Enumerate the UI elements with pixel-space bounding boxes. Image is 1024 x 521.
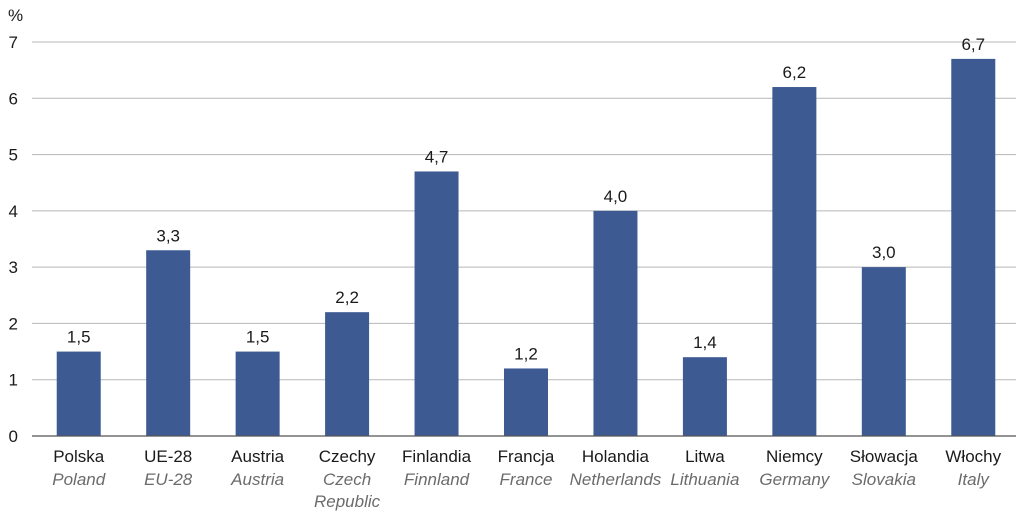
- bar-value-label: 1,5: [246, 328, 270, 347]
- bar-value-label: 4,7: [425, 147, 449, 166]
- y-axis-unit-label: %: [8, 6, 23, 25]
- bar: [146, 250, 191, 436]
- category-label-pl: Finlandia: [402, 447, 472, 466]
- category-label-pl: Polska: [53, 447, 105, 466]
- category-label-pl: Czechy: [319, 447, 376, 466]
- category-label-en: Republic: [314, 492, 381, 511]
- bar-value-label: 1,2: [514, 344, 538, 363]
- y-axis-ticks: 0 1 2 3 4 5 6 7: [9, 33, 18, 446]
- category-label-en: Lithuania: [670, 470, 739, 489]
- gridlines: [32, 41, 1016, 381]
- bar: [56, 351, 101, 436]
- bars: [56, 58, 996, 437]
- category-label-en: France: [500, 470, 553, 489]
- y-tick-label: 1: [9, 371, 18, 390]
- bar-value-label: 3,3: [156, 226, 180, 245]
- category-label-pl: Austria: [231, 447, 284, 466]
- y-tick-label: 6: [9, 89, 18, 108]
- bar-value-label: 6,7: [961, 35, 985, 54]
- category-label-en: Finnland: [404, 470, 470, 489]
- value-labels: 1,5 3,3 1,5 2,2 4,7 1,2 4,0 1,4 6,2 3,0 6,7: [67, 35, 985, 364]
- category-label-pl: UE-28: [144, 447, 192, 466]
- category-label-en: Slovakia: [852, 470, 916, 489]
- y-tick-label: 2: [9, 314, 18, 333]
- category-label-pl: Niemcy: [766, 447, 823, 466]
- category-label-en: EU-28: [144, 470, 193, 489]
- category-label-pl: Francja: [498, 447, 555, 466]
- bar-value-label: 6,2: [783, 63, 807, 82]
- bar-value-label: 1,4: [693, 333, 717, 352]
- category-label-en: Germany: [759, 470, 830, 489]
- y-tick-label: 3: [9, 258, 18, 277]
- bar: [951, 58, 996, 437]
- bar-value-label: 2,2: [335, 288, 359, 307]
- category-label-en: Poland: [52, 470, 105, 489]
- x-axis-labels: Polska Poland UE-28 EU-28 Austria Austria Czec…: [52, 447, 1001, 511]
- category-label-en: Austria: [230, 470, 284, 489]
- bar: [682, 357, 727, 436]
- bar: [861, 267, 906, 436]
- bar: [772, 87, 817, 437]
- bar-value-label: 1,5: [67, 328, 91, 347]
- category-label-en: Italy: [958, 470, 991, 489]
- bar: [235, 351, 280, 436]
- category-label-pl: Włochy: [945, 447, 1001, 466]
- y-tick-label: 7: [9, 33, 18, 52]
- category-label-en: Czech: [323, 470, 371, 489]
- y-tick-label: 5: [9, 146, 18, 165]
- bar: [414, 171, 459, 436]
- bar: [593, 210, 638, 436]
- category-label-pl: Litwa: [685, 447, 725, 466]
- category-label-en: Netherlands: [570, 470, 662, 489]
- bar-value-label: 4,0: [604, 187, 628, 206]
- bar: [504, 368, 548, 436]
- bar-value-label: 3,0: [872, 243, 896, 262]
- category-label-pl: Słowacja: [850, 447, 919, 466]
- bar: [325, 312, 370, 436]
- y-tick-label: 0: [9, 427, 18, 446]
- category-label-pl: Holandia: [582, 447, 650, 466]
- y-tick-label: 4: [9, 202, 18, 221]
